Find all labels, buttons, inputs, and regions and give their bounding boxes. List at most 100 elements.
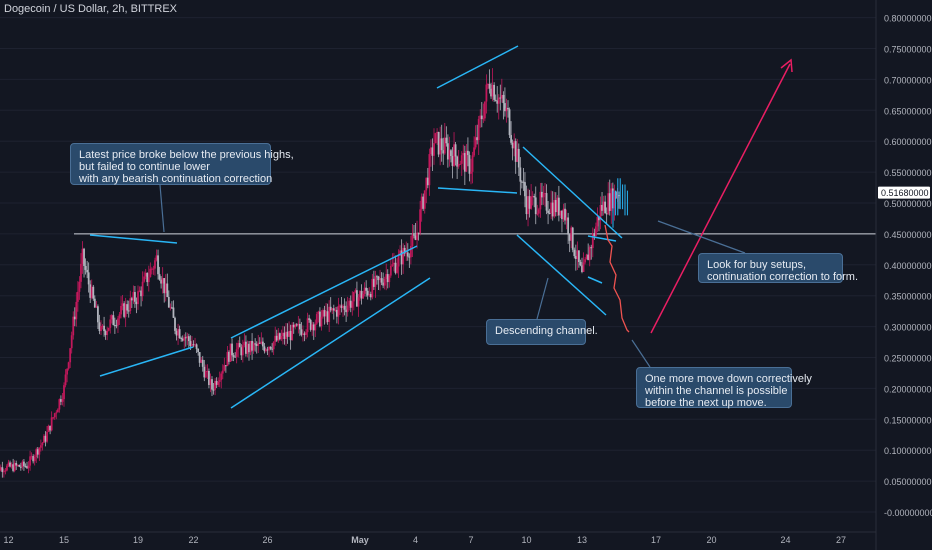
candle-body[interactable] bbox=[328, 306, 331, 322]
candle-body[interactable] bbox=[409, 245, 412, 258]
candle-body[interactable] bbox=[335, 309, 338, 317]
candle-body[interactable] bbox=[126, 304, 129, 311]
candle-body[interactable] bbox=[2, 471, 5, 473]
candle-body[interactable] bbox=[385, 274, 388, 280]
candle-body[interactable] bbox=[402, 247, 405, 265]
candle-body[interactable] bbox=[110, 315, 113, 320]
candle-body[interactable] bbox=[550, 202, 553, 214]
candle-body[interactable] bbox=[217, 381, 220, 385]
candle-body[interactable] bbox=[208, 370, 210, 385]
candle-body[interactable] bbox=[52, 417, 55, 419]
trendline-top-resistance[interactable] bbox=[89, 234, 178, 244]
candle-body[interactable] bbox=[100, 326, 102, 332]
candle-body[interactable] bbox=[192, 344, 195, 346]
candle-body[interactable] bbox=[38, 447, 41, 455]
candle-body[interactable] bbox=[50, 417, 53, 431]
candle-body[interactable] bbox=[502, 94, 505, 104]
candle-body[interactable] bbox=[446, 143, 449, 160]
annotation-buy-setups[interactable]: Look for buy setups, continuation correc… bbox=[698, 253, 858, 283]
candle-body[interactable] bbox=[66, 368, 68, 375]
candle-body[interactable] bbox=[585, 254, 588, 260]
candle-body[interactable] bbox=[127, 310, 130, 312]
candle-body[interactable] bbox=[195, 344, 198, 349]
candle-body[interactable] bbox=[32, 456, 35, 462]
candle-body[interactable] bbox=[564, 208, 566, 221]
candle-body[interactable] bbox=[87, 272, 90, 285]
candle-body[interactable] bbox=[241, 345, 244, 356]
candle-body[interactable] bbox=[559, 210, 562, 216]
candle-body[interactable] bbox=[553, 200, 556, 217]
candle-body[interactable] bbox=[516, 148, 519, 162]
candle-body[interactable] bbox=[98, 322, 101, 332]
candle-body[interactable] bbox=[288, 330, 290, 337]
candle-body[interactable] bbox=[41, 442, 44, 446]
candle-body[interactable] bbox=[399, 250, 401, 256]
candle-body[interactable] bbox=[604, 201, 607, 214]
candle-body[interactable] bbox=[180, 337, 183, 339]
trendline-peak-base[interactable] bbox=[437, 187, 518, 194]
candle-body[interactable] bbox=[425, 177, 428, 191]
candle-body[interactable] bbox=[436, 131, 438, 134]
candle-body[interactable] bbox=[329, 306, 332, 311]
candle-body[interactable] bbox=[212, 389, 215, 391]
candle-body[interactable] bbox=[568, 234, 571, 241]
candle-body[interactable] bbox=[513, 141, 516, 149]
candle-body[interactable] bbox=[238, 343, 241, 348]
candle-body[interactable] bbox=[251, 340, 253, 351]
candle-body[interactable] bbox=[4, 470, 7, 472]
candle-body[interactable] bbox=[155, 255, 158, 261]
candle-body[interactable] bbox=[456, 156, 459, 167]
candle-body[interactable] bbox=[231, 343, 233, 356]
candle-body[interactable] bbox=[578, 250, 580, 262]
candle-body[interactable] bbox=[283, 332, 286, 339]
candle-body[interactable] bbox=[237, 343, 240, 350]
candle-body[interactable] bbox=[29, 456, 31, 466]
candle-body[interactable] bbox=[26, 466, 28, 469]
candle-body[interactable] bbox=[539, 191, 542, 210]
candle-body[interactable] bbox=[103, 325, 105, 332]
candle-body[interactable] bbox=[197, 348, 200, 353]
candle-body[interactable] bbox=[201, 359, 204, 367]
candle-body[interactable] bbox=[107, 327, 110, 331]
candle-body[interactable] bbox=[504, 103, 506, 112]
candle-body[interactable] bbox=[19, 466, 22, 468]
candle-body[interactable] bbox=[488, 84, 491, 89]
candle-body[interactable] bbox=[562, 208, 565, 220]
candle-body[interactable] bbox=[454, 144, 457, 157]
candle-body[interactable] bbox=[352, 292, 355, 302]
trendline-desc-channel-lower[interactable] bbox=[516, 234, 607, 316]
candle-body[interactable] bbox=[423, 190, 426, 209]
annotation-descending-channel[interactable]: Descending channel. bbox=[486, 319, 598, 345]
candle-body[interactable] bbox=[548, 212, 551, 214]
candle-body[interactable] bbox=[337, 305, 340, 317]
candle-body[interactable] bbox=[166, 283, 169, 298]
candle-body[interactable] bbox=[261, 341, 264, 347]
candle-body[interactable] bbox=[132, 292, 135, 301]
candle-body[interactable] bbox=[46, 431, 48, 442]
candle-body[interactable] bbox=[369, 294, 372, 298]
candle-body[interactable] bbox=[339, 305, 341, 307]
candle-body[interactable] bbox=[13, 462, 16, 471]
candle-body[interactable] bbox=[263, 346, 266, 352]
candle-body[interactable] bbox=[24, 465, 27, 467]
candle-body[interactable] bbox=[218, 380, 221, 382]
candle-body[interactable] bbox=[525, 196, 528, 215]
candle-body[interactable] bbox=[78, 281, 81, 292]
candle-body[interactable] bbox=[7, 462, 10, 466]
candle-body[interactable] bbox=[405, 252, 408, 254]
candle-body[interactable] bbox=[377, 276, 380, 281]
candle-body[interactable] bbox=[174, 317, 176, 331]
annotation-one-more-move[interactable]: One more move down correctively within t… bbox=[636, 367, 812, 409]
candle-body[interactable] bbox=[581, 265, 583, 273]
candle-body[interactable] bbox=[144, 272, 147, 277]
candle-body[interactable] bbox=[143, 276, 146, 282]
candle-body[interactable] bbox=[172, 307, 175, 318]
candle-body[interactable] bbox=[443, 137, 446, 154]
candle-body[interactable] bbox=[35, 449, 38, 458]
candle-body[interactable] bbox=[582, 262, 585, 273]
candle-body[interactable] bbox=[286, 331, 289, 337]
candle-body[interactable] bbox=[58, 399, 61, 410]
candle-body[interactable] bbox=[291, 324, 294, 341]
candle-body[interactable] bbox=[448, 150, 451, 160]
candle-body[interactable] bbox=[18, 464, 21, 467]
